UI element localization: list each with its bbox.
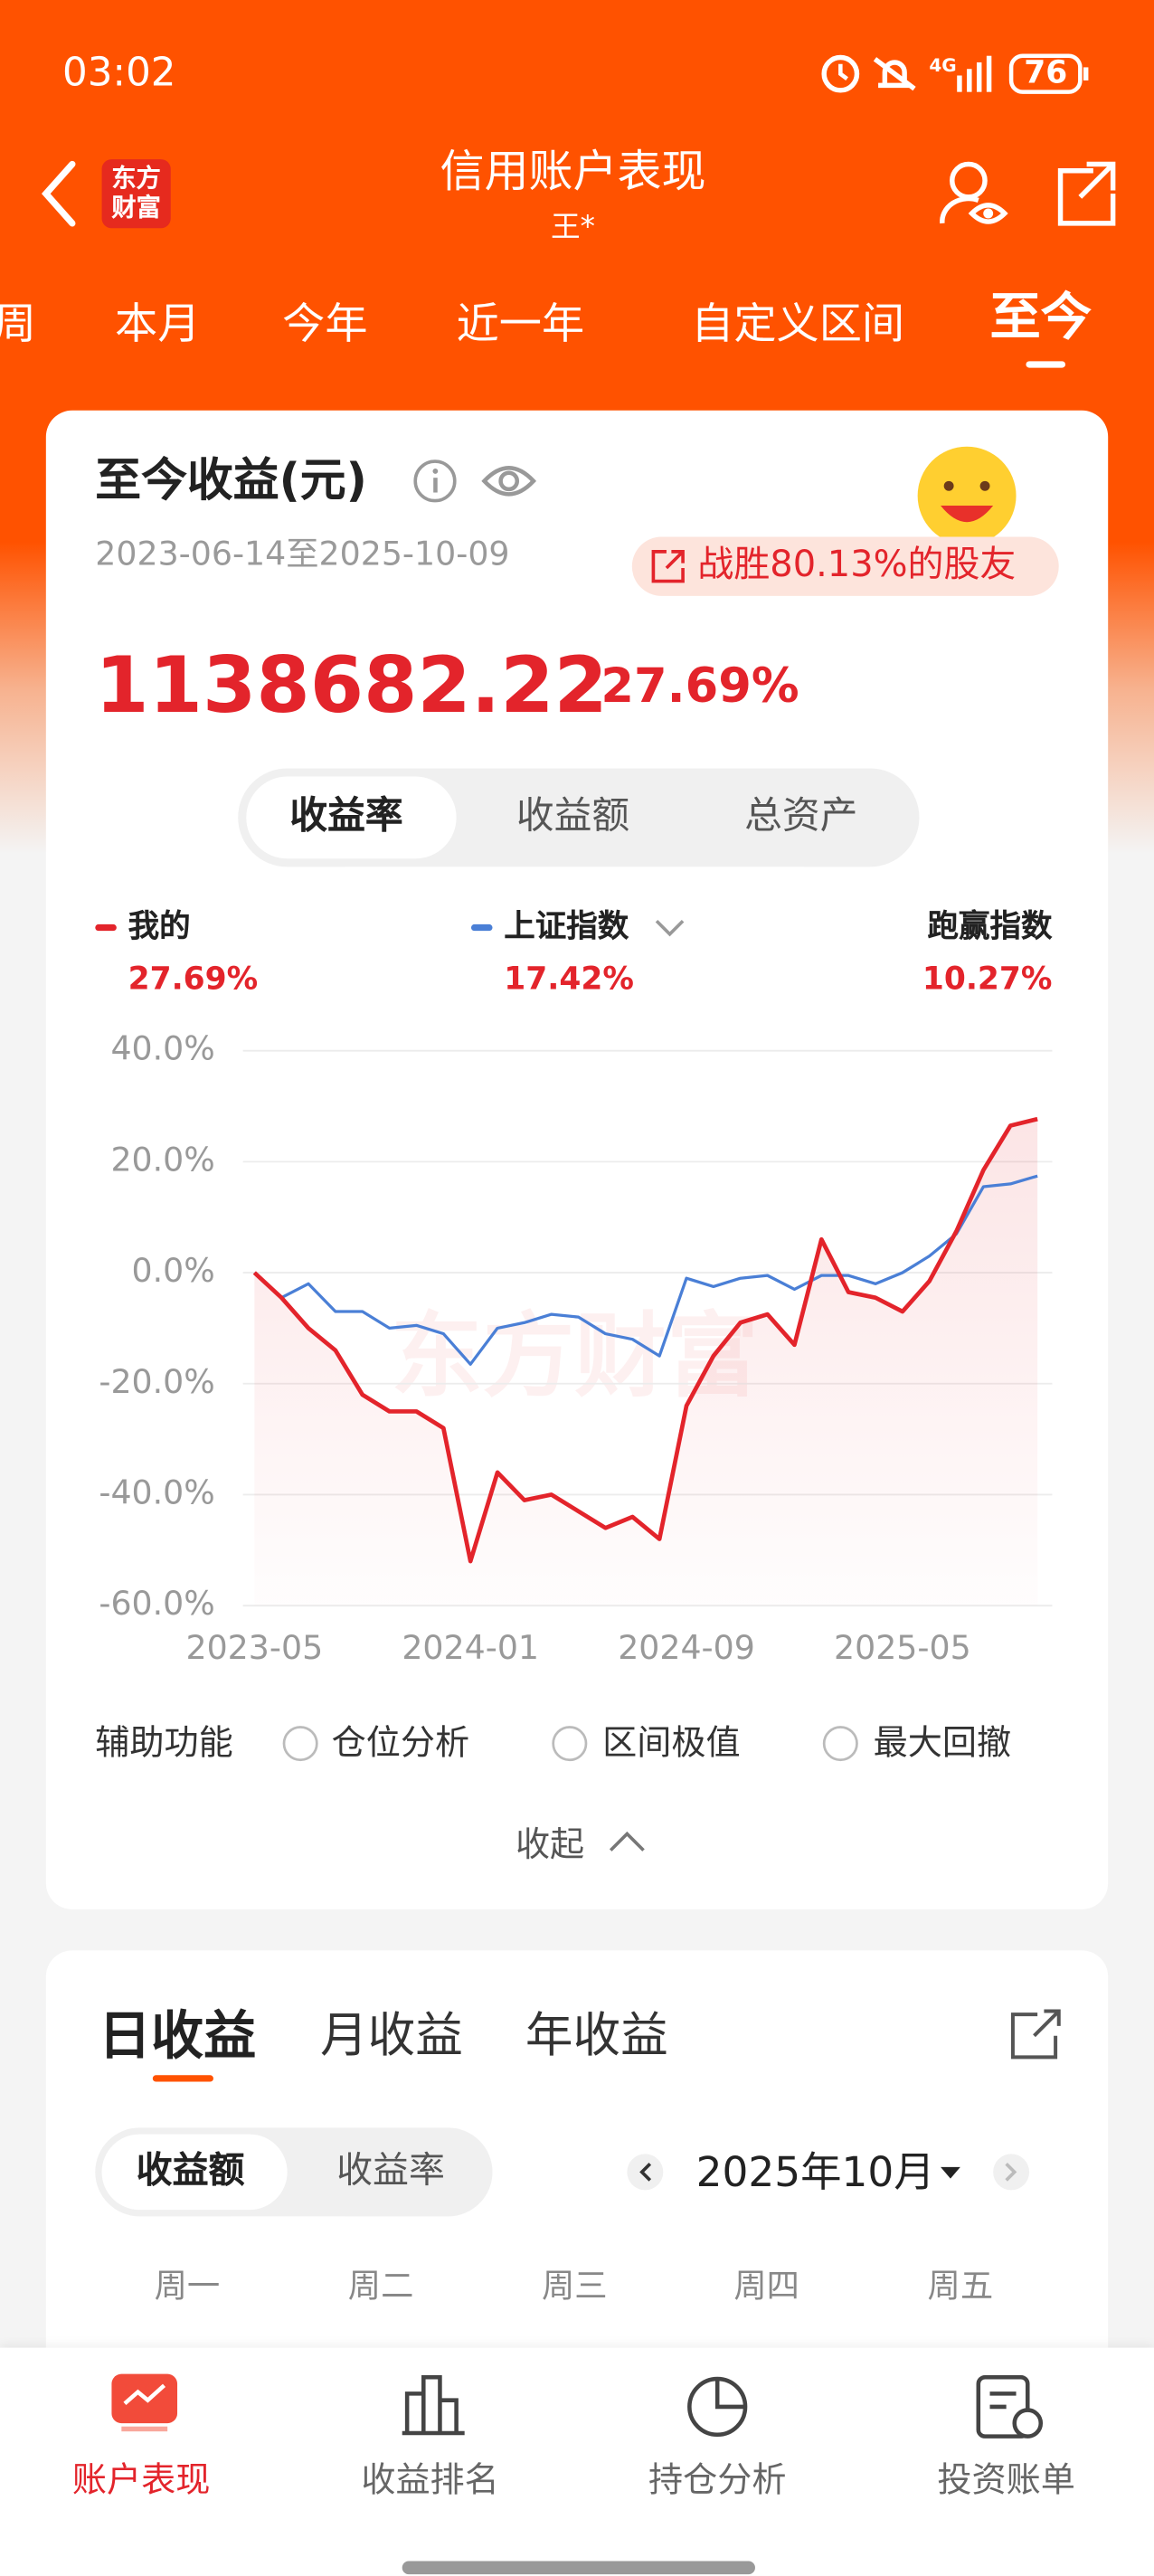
chart-tab[interactable]: 收益额 [516,795,630,838]
info-eye-icons[interactable] [411,453,545,509]
returns-tab-active[interactable]: 日收益 [98,2004,257,2068]
x-tick-label: 2024-01 [402,1628,539,1667]
chart: 东方财富 -60.0%-40.0%-20.0%0.0%20.0%40.0%202… [99,1029,1053,1667]
bottom-nav [0,2347,1154,2576]
logo [101,159,171,229]
month-nav[interactable] [624,2151,1035,2197]
chart-tab[interactable]: 总资产 [744,795,858,838]
period-tab[interactable]: 自定义区间 [691,300,905,350]
line [252,1116,1038,1564]
x-tick-label: 2023-05 [186,1628,324,1667]
header-icons[interactable] [932,157,1130,232]
nav-icons [111,2373,1044,2439]
collapse[interactable]: 收起 [515,1824,585,1865]
legend-swatch [470,923,493,932]
status-icons [821,53,1089,94]
toggle-option[interactable]: 收益额 [136,2150,245,2192]
battery: 76 [1024,54,1068,91]
nav-item[interactable]: 投资账单 [937,2459,1075,2500]
weekday: 周五 [927,2265,994,2306]
period-tab[interactable]: 周 [0,304,36,346]
line [253,1174,1038,1366]
logo-text: 财富 [111,193,161,223]
summary-card [45,410,1109,1909]
time: 03:02 [61,49,176,96]
weekday: 周三 [541,2265,608,2306]
weekday: 周二 [347,2265,414,2306]
y-tick-label: -40.0% [99,1473,214,1511]
period-tab[interactable]: 今年 [282,300,368,350]
tool-option[interactable]: 仓位分析 [331,1722,470,1763]
collapse-icon[interactable] [608,1829,648,1855]
dropdown-icon[interactable] [653,916,686,939]
y-tick-label: 0.0% [132,1251,215,1290]
weekday: 周四 [733,2265,799,2306]
toggle-option[interactable]: 收益率 [336,2150,445,2192]
legend-name: 我的 [128,908,191,945]
y-tick-label: -20.0% [99,1362,214,1401]
profit-amount: 1138682.22 [95,640,608,732]
x-tick-label: 2024-09 [618,1628,755,1667]
outperform-value: 10.27% [922,961,1053,998]
badge[interactable] [631,536,1059,596]
tools-label: 辅助功能 [95,1722,233,1763]
y-tick-label: 40.0% [110,1029,214,1068]
chart-tab-selected [246,776,457,859]
returns-tab[interactable]: 年收益 [525,2006,668,2063]
card-title: 至今收益(元) [95,452,367,507]
tab-indicator [1026,361,1065,368]
badge-text: 战胜80.13%的股友 [697,545,1017,586]
period-tab[interactable]: 近一年 [456,300,585,350]
tool-option[interactable]: 最大回撤 [873,1722,1012,1763]
nav-item[interactable]: 持仓分析 [648,2459,787,2500]
legend-value: 27.69% [128,961,259,998]
y-tick-label: -60.0% [99,1584,214,1623]
legend-swatch [95,923,117,932]
nav-item[interactable]: 收益排名 [361,2459,499,2500]
network: 4G [929,54,957,77]
nav-item-active[interactable]: 账户表现 [71,2459,211,2500]
period-tab[interactable]: 本月 [115,300,201,350]
radio-icons [282,1726,858,1762]
logo-text: 东方 [111,163,161,194]
legend-value: 17.42% [504,961,634,998]
tab-indicator [152,2075,213,2082]
profit-return: 27.69% [601,657,799,714]
back-button[interactable] [33,157,99,230]
share-icon[interactable] [1005,2006,1064,2065]
page-title: 信用账户表现 [440,147,706,198]
tool-option[interactable]: 区间极值 [602,1722,741,1763]
legend-name[interactable]: 上证指数 [504,908,629,945]
area [254,1119,1038,1606]
date-range: 2023-06-14至2025-10-09 [95,533,510,573]
badge-icon [651,550,685,583]
chart-tab[interactable]: 收益率 [289,795,403,838]
returns-tab[interactable]: 月收益 [319,2006,463,2063]
x-tick-label: 2025-05 [834,1628,971,1667]
month-label[interactable]: 2025年10月 [695,2148,935,2196]
emoji [917,446,1017,542]
period-tab-active[interactable]: 至今 [989,288,1093,347]
home-indicator [402,2561,755,2575]
weekday: 周一 [154,2265,221,2306]
y-tick-label: 20.0% [110,1140,214,1179]
toggle-selected [101,2134,288,2211]
subtitle: 王* [550,210,595,245]
outperform-label: 跑赢指数 [927,908,1053,945]
